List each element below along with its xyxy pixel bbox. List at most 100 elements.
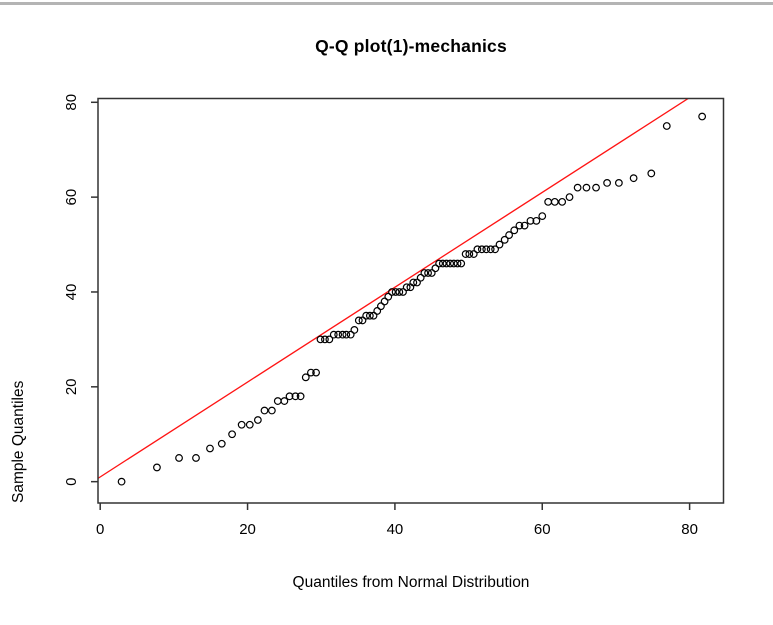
- data-point: [399, 288, 407, 296]
- data-point: [267, 406, 276, 415]
- data-point: [192, 454, 200, 462]
- data-point: [473, 245, 482, 254]
- data-point: [461, 250, 470, 258]
- y-tick-label: 60: [63, 189, 80, 206]
- data-point: [491, 245, 500, 254]
- plot-box: [97, 97, 725, 504]
- data-point: [438, 259, 447, 268]
- data-point: [416, 273, 425, 282]
- data-point: [329, 330, 338, 339]
- data-point: [388, 288, 396, 296]
- data-point: [614, 179, 623, 187]
- data-point: [395, 288, 404, 296]
- data-point: [384, 292, 393, 301]
- data-point: [431, 264, 440, 273]
- data-point: [592, 183, 600, 192]
- data-point: [365, 311, 374, 320]
- x-tick-label: 40: [387, 521, 404, 538]
- data-point: [698, 112, 707, 121]
- data-point: [237, 420, 246, 429]
- x-axis-label: Quantiles from Normal Distribution: [292, 574, 530, 591]
- x-tick-label: 80: [681, 521, 698, 538]
- data-point: [217, 439, 226, 448]
- data-point: [316, 335, 325, 344]
- data-point: [453, 259, 462, 268]
- data-point: [477, 245, 486, 254]
- y-tick-label: 80: [63, 94, 80, 111]
- data-point: [373, 307, 382, 315]
- y-tick-label: 40: [63, 284, 80, 301]
- data-point: [457, 259, 466, 268]
- data-point: [532, 216, 541, 225]
- data-point: [449, 259, 458, 268]
- data-point: [486, 245, 495, 254]
- data-point: [325, 335, 334, 344]
- data-point: [526, 216, 535, 225]
- data-point: [558, 197, 567, 206]
- data-point: [582, 183, 591, 192]
- data-point: [446, 259, 455, 268]
- data-point: [465, 250, 474, 258]
- data-point: [495, 240, 504, 249]
- data-point: [285, 392, 294, 401]
- window-top-border: [0, 2, 773, 5]
- data-point: [350, 326, 359, 334]
- data-point: [307, 368, 315, 377]
- data-point: [629, 174, 638, 183]
- data-point: [409, 278, 418, 287]
- data-point: [253, 416, 262, 424]
- data-point: [346, 330, 355, 339]
- data-point: [427, 269, 436, 277]
- data-point: [603, 179, 611, 187]
- data-point: [301, 373, 310, 382]
- data-point: [520, 221, 529, 230]
- data-point: [369, 311, 378, 320]
- y-tick-label: 20: [63, 378, 80, 395]
- data-point: [380, 297, 389, 306]
- y-tick-label: 0: [63, 477, 80, 485]
- data-point: [435, 259, 444, 268]
- data-point: [342, 330, 351, 339]
- data-point: [245, 420, 254, 429]
- data-point: [662, 122, 671, 130]
- data-point: [117, 477, 126, 486]
- data-point: [550, 197, 559, 206]
- data-point: [420, 269, 429, 277]
- data-point: [334, 330, 343, 339]
- data-point: [338, 330, 347, 339]
- data-point: [312, 368, 320, 377]
- x-tick-label: 60: [534, 521, 551, 538]
- data-point: [515, 221, 524, 230]
- data-point: [260, 406, 269, 415]
- data-point: [358, 316, 367, 325]
- chart-title: Q-Q plot(1)-mechanics: [315, 36, 507, 56]
- data-point: [402, 283, 411, 292]
- data-point: [175, 454, 183, 462]
- x-tick-label: 0: [96, 521, 104, 538]
- data-point: [362, 311, 371, 320]
- data-point: [228, 430, 236, 439]
- data-point: [273, 397, 282, 405]
- data-point: [424, 269, 432, 277]
- data-point: [565, 193, 574, 202]
- data-point: [291, 392, 300, 401]
- data-point: [153, 463, 161, 472]
- data-point: [469, 250, 478, 258]
- data-point: [505, 231, 514, 239]
- data-point: [647, 169, 656, 178]
- data-point: [206, 444, 214, 453]
- qq-reference-line: [98, 98, 690, 479]
- data-point: [500, 235, 509, 244]
- data-point: [442, 259, 451, 268]
- data-point: [391, 288, 400, 296]
- data-point: [510, 226, 519, 235]
- data-point: [538, 212, 547, 221]
- data-point: [377, 302, 385, 311]
- data-point: [354, 316, 363, 325]
- data-point: [413, 278, 421, 287]
- data-point: [280, 397, 289, 405]
- x-tick-label: 20: [239, 521, 256, 538]
- data-point: [544, 197, 553, 206]
